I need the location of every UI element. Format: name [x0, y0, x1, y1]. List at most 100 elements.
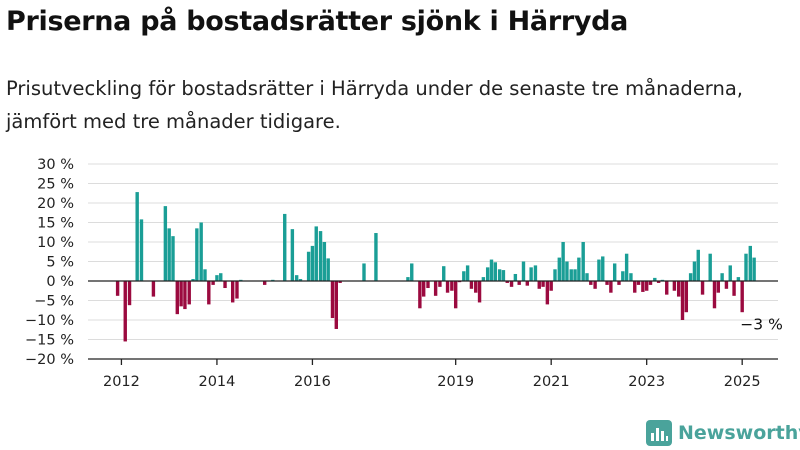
bar: [505, 281, 509, 283]
bar: [199, 222, 203, 281]
bar: [553, 269, 557, 281]
y-tick-label: 15 %: [37, 216, 74, 232]
bar: [748, 245, 752, 281]
bar: [262, 281, 267, 285]
bar: [732, 281, 736, 296]
bar: [445, 281, 450, 293]
bar: [421, 281, 426, 297]
bar: [203, 269, 207, 281]
bar: [676, 281, 681, 297]
bar: [497, 269, 502, 281]
bar: [465, 265, 470, 281]
bar: [362, 263, 366, 281]
bar: [215, 275, 219, 281]
y-tick-label: 25 %: [37, 177, 74, 193]
y-tick-label: −20 %: [25, 352, 74, 368]
bar: [577, 257, 581, 281]
bar: [187, 281, 191, 305]
bar: [326, 258, 330, 281]
bar: [688, 273, 693, 281]
bar: [648, 281, 653, 285]
bar: [665, 281, 669, 295]
bar: [740, 281, 744, 313]
x-tick-label: 2023: [628, 374, 665, 390]
bar: [298, 279, 303, 281]
chart-subtitle: Prisutveckling för bostadsrätter i Härry…: [6, 77, 743, 133]
bar: [426, 281, 430, 289]
bar: [680, 281, 685, 320]
bar: [171, 236, 175, 281]
bar: [557, 257, 561, 281]
bar: [517, 281, 521, 285]
bar: [493, 262, 498, 281]
bar: [636, 281, 641, 285]
bar: [601, 256, 605, 281]
bar: [175, 281, 179, 315]
bar: [406, 277, 410, 281]
bar: [167, 228, 171, 281]
bar: [720, 273, 724, 281]
bar: [294, 275, 299, 281]
bar: [501, 270, 506, 281]
bar: [541, 281, 545, 287]
bar: [509, 281, 514, 287]
bar: [330, 281, 335, 319]
bar: [708, 253, 712, 281]
bar: [469, 281, 474, 289]
bar-chart: −20 % −15 % −10 % −5 % 0 % 5 % 10 % 15 % 20 % 25 …: [25, 157, 783, 390]
bar: [565, 261, 569, 281]
bar: [529, 267, 533, 281]
bar: [306, 251, 311, 281]
bar: [728, 265, 732, 281]
bar: [115, 281, 120, 296]
bar: [617, 281, 621, 285]
bar: [656, 281, 661, 283]
y-tick-label: 10 %: [37, 235, 74, 251]
bar: [489, 259, 494, 281]
y-tick-label: 30 %: [37, 157, 74, 173]
bar: [712, 281, 717, 309]
bar: [481, 277, 486, 281]
x-tick-label: 2016: [294, 374, 331, 390]
bar: [433, 281, 438, 296]
bar: [549, 281, 553, 291]
bar: [537, 281, 541, 289]
x-axis-ticks: 2012 2014 2016 2019 2021 2023 2025: [103, 359, 761, 390]
bar-chart-logo-icon: [646, 420, 672, 446]
bar: [474, 281, 478, 293]
bar: [684, 281, 689, 313]
bar: [672, 281, 677, 291]
bar: [585, 273, 589, 281]
y-tick-label: 20 %: [37, 196, 74, 212]
bar: [644, 281, 649, 291]
bar: [521, 261, 526, 281]
grid-lines: [88, 163, 778, 360]
bar: [621, 271, 625, 281]
bar: [191, 279, 195, 281]
bar: [338, 281, 342, 283]
bar: [624, 253, 629, 281]
bar: [207, 281, 211, 305]
bar: [593, 281, 597, 289]
x-tick-label: 2012: [103, 374, 140, 390]
bars: [115, 192, 756, 342]
bar: [418, 281, 422, 309]
bar: [653, 277, 657, 281]
bar: [438, 281, 442, 287]
y-tick-label: 0 %: [46, 274, 74, 290]
bar: [605, 281, 609, 285]
bar: [692, 261, 697, 281]
bar: [235, 281, 239, 299]
bar: [525, 281, 530, 286]
bar: [533, 265, 538, 281]
bar: [597, 259, 601, 281]
bar: [334, 281, 338, 329]
bar: [179, 281, 183, 307]
x-tick-label: 2021: [533, 374, 570, 390]
y-tick-label: −5 %: [34, 294, 74, 310]
bar: [127, 281, 132, 306]
brand-name: Newsworthy: [678, 422, 800, 444]
bar: [736, 277, 741, 281]
bar: [374, 233, 378, 281]
x-tick-label: 2014: [198, 374, 235, 390]
